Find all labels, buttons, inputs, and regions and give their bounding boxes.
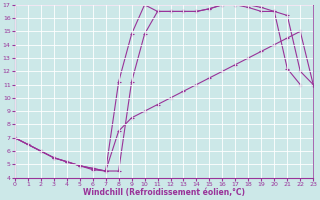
X-axis label: Windchill (Refroidissement éolien,°C): Windchill (Refroidissement éolien,°C) — [83, 188, 245, 197]
